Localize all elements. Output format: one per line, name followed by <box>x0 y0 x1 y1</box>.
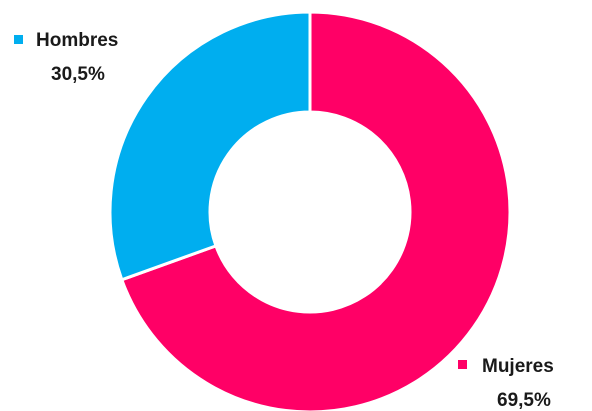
slice-label-hombres: Hombres <box>36 30 118 51</box>
label-hombres: Hombres 30,5% <box>14 30 118 85</box>
label-mujeres: Mujeres 69,5% <box>458 356 554 411</box>
slices-group <box>108 10 512 411</box>
slice-mujeres <box>119 10 512 411</box>
slice-hombres <box>108 10 312 282</box>
slice-value-hombres: 30,5% <box>51 64 105 85</box>
legend-marker-hombres <box>14 35 23 44</box>
slice-label-mujeres: Mujeres <box>482 356 554 377</box>
legend-marker-mujeres <box>458 360 467 369</box>
slice-value-mujeres: 69,5% <box>497 390 551 411</box>
